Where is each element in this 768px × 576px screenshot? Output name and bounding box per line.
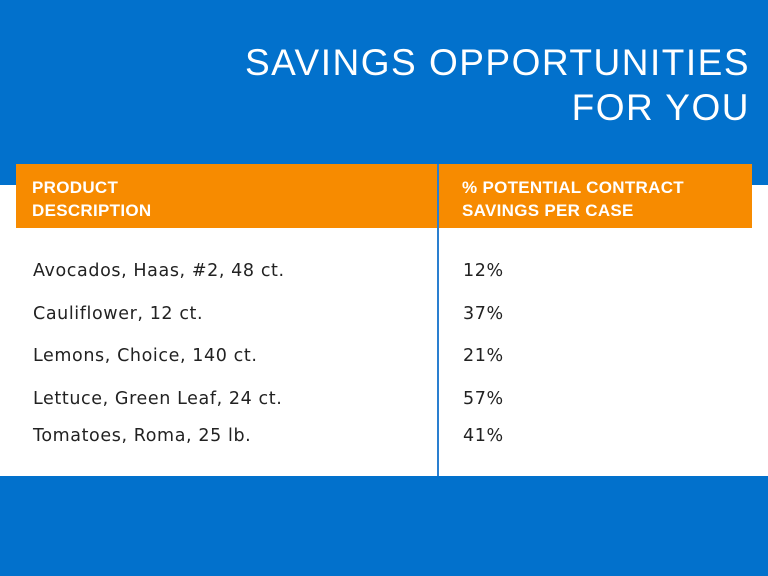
table-header: PRODUCT DESCRIPTION % POTENTIAL CONTRACT… [16,164,752,228]
product-cell: Cauliflower, 12 ct. [33,304,204,324]
column-header-product: PRODUCT DESCRIPTION [32,176,151,222]
title-line-1: SAVINGS OPPORTUNITIES [244,42,750,83]
column-divider [437,164,439,476]
product-cell: Avocados, Haas, #2, 48 ct. [33,261,285,281]
page-title: SAVINGS OPPORTUNITIES FOR YOU [245,40,750,130]
title-line-2: FOR YOU [571,87,750,128]
header-text: PRODUCT [32,178,119,197]
product-cell: Lemons, Choice, 140 ct. [33,346,258,366]
header-text: DESCRIPTION [32,201,152,220]
savings-cell: 41% [463,426,504,446]
product-cell: Tomatoes, Roma, 25 lb. [33,426,252,446]
header-text: SAVINGS PER CASE [462,201,634,220]
footer-band [0,476,768,576]
savings-cell: 12% [463,261,504,281]
column-header-savings: % POTENTIAL CONTRACT SAVINGS PER CASE [462,176,684,222]
header-text: % POTENTIAL CONTRACT [462,178,684,197]
savings-cell: 57% [463,389,504,409]
savings-cell: 37% [463,304,504,324]
savings-cell: 21% [463,346,504,366]
header-band [0,0,768,185]
product-cell: Lettuce, Green Leaf, 24 ct. [33,389,283,409]
